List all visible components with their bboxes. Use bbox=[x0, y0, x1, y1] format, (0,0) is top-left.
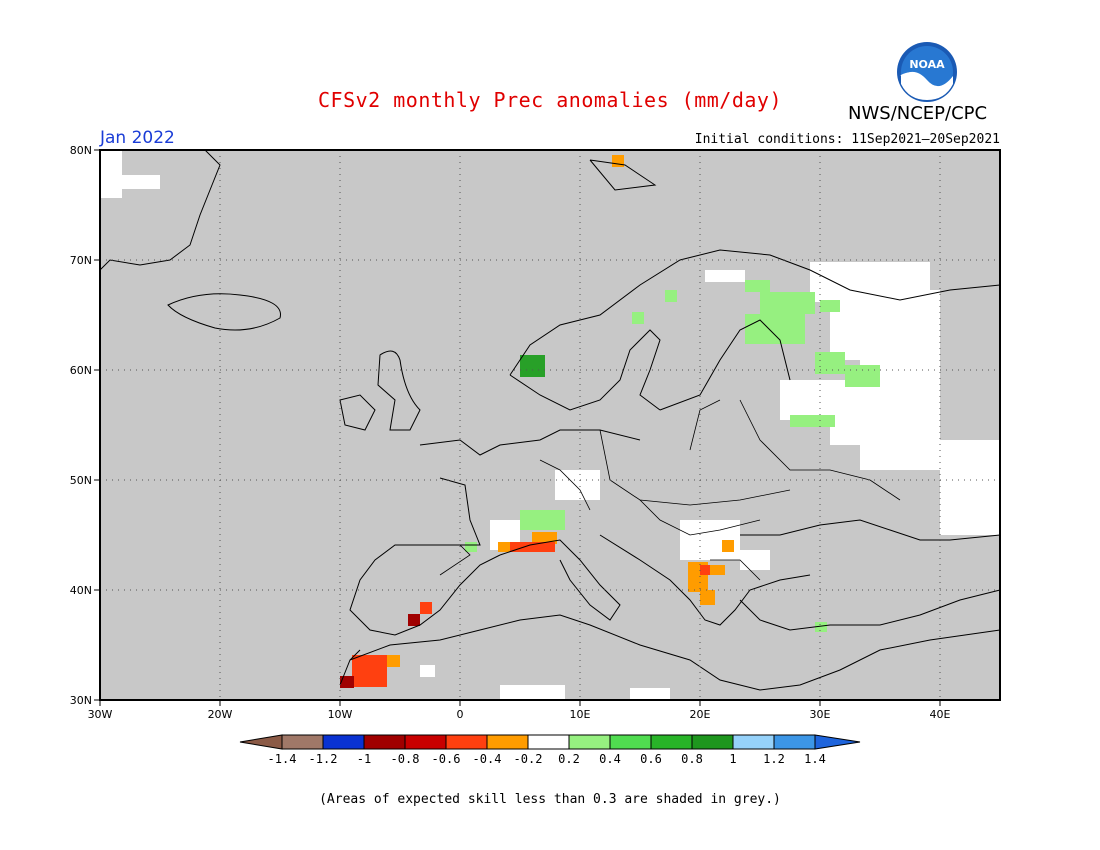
lat-label: 40N bbox=[70, 584, 92, 597]
colorbar-cell bbox=[773, 734, 816, 750]
colorbar: -1.4 -1.2 -1 -0.8 -0.6 -0.4 -0.2 0.2 0.4 0.6 0.8 1 1… bbox=[239, 734, 861, 766]
colorbar-cell bbox=[363, 734, 406, 750]
lat-label: 70N bbox=[70, 254, 92, 267]
colorbar-tick-label: -1.2 bbox=[309, 752, 338, 766]
coastlines bbox=[99, 149, 1001, 691]
chart-title: CFSv2 monthly Prec anomalies (mm/day) bbox=[317, 88, 783, 112]
colorbar-cell bbox=[281, 734, 324, 750]
colorbar-cell bbox=[732, 734, 775, 750]
colorbar-low-arrow bbox=[239, 734, 283, 750]
lon-label: 30E bbox=[810, 708, 831, 721]
colorbar-cell bbox=[445, 734, 488, 750]
lon-label: 20E bbox=[690, 708, 711, 721]
colorbar-tick-label: 1.2 bbox=[763, 752, 785, 766]
colorbar-tick-label: 1.4 bbox=[804, 752, 826, 766]
colorbar-cell bbox=[404, 734, 447, 750]
colorbar-cells bbox=[281, 734, 816, 750]
colorbar-cell bbox=[486, 734, 529, 750]
axis-ticks bbox=[94, 149, 941, 706]
colorbar-tick-label: -0.6 bbox=[432, 752, 461, 766]
lat-label: 30N bbox=[70, 694, 92, 707]
forecast-month: Jan 2022 bbox=[100, 128, 175, 148]
lon-label: 10W bbox=[328, 708, 353, 721]
colorbar-tick-label: -1 bbox=[357, 752, 371, 766]
dark-green-anomaly-area bbox=[520, 355, 545, 377]
colorbar-tick-label: 0.8 bbox=[681, 752, 703, 766]
lon-label: 20W bbox=[208, 708, 233, 721]
colorbar-tick-label: -0.8 bbox=[391, 752, 420, 766]
map-frame bbox=[99, 149, 1001, 701]
lon-label: 40E bbox=[930, 708, 951, 721]
colorbar-cell bbox=[568, 734, 611, 750]
lat-label: 80N bbox=[70, 144, 92, 157]
grid-lines bbox=[100, 150, 1000, 700]
lat-label: 60N bbox=[70, 364, 92, 377]
dark-red-anomaly-areas bbox=[340, 614, 420, 688]
light-green-anomaly-areas bbox=[465, 280, 880, 632]
colorbar-cell bbox=[609, 734, 652, 750]
colorbar-cell bbox=[650, 734, 693, 750]
red-orange-anomaly-areas bbox=[352, 542, 710, 687]
colorbar-tick-label: -1.4 bbox=[268, 752, 297, 766]
colorbar-tick-label: 1 bbox=[729, 752, 736, 766]
colorbar-tick-label: 0.6 bbox=[640, 752, 662, 766]
noaa-logo: NOAA bbox=[895, 40, 959, 108]
skill-footnote: (Areas of expected skill less than 0.3 a… bbox=[319, 792, 781, 807]
noaa-logo-text: NOAA bbox=[909, 58, 945, 71]
neutral-anomaly-areas bbox=[100, 150, 1000, 700]
longitude-labels: 30W 20W 10W 0 10E 20E 30E 40E bbox=[88, 708, 951, 721]
lat-label: 50N bbox=[70, 474, 92, 487]
colorbar-high-arrow bbox=[814, 734, 861, 750]
lon-label: 10E bbox=[570, 708, 591, 721]
org-label: NWS/NCEP/CPC bbox=[848, 103, 988, 124]
colorbar-tick-label: 0.4 bbox=[599, 752, 621, 766]
lon-label: 30W bbox=[88, 708, 113, 721]
latitude-labels: 80N 70N 60N 50N 40N 30N bbox=[70, 144, 92, 707]
colorbar-cell bbox=[691, 734, 734, 750]
colorbar-labels: -1.4 -1.2 -1 -0.8 -0.6 -0.4 -0.2 0.2 0.4 0.6 0.8 1 1… bbox=[268, 752, 826, 766]
country-borders bbox=[439, 399, 901, 581]
colorbar-cell bbox=[322, 734, 365, 750]
initial-conditions: Initial conditions: 11Sep2021–20Sep2021 bbox=[694, 132, 1000, 147]
colorbar-tick-label: -0.2 bbox=[514, 752, 543, 766]
colorbar-cell bbox=[527, 734, 570, 750]
colorbar-tick-label: -0.4 bbox=[473, 752, 502, 766]
lon-label: 0 bbox=[457, 708, 464, 721]
colorbar-tick-label: 0.2 bbox=[558, 752, 580, 766]
